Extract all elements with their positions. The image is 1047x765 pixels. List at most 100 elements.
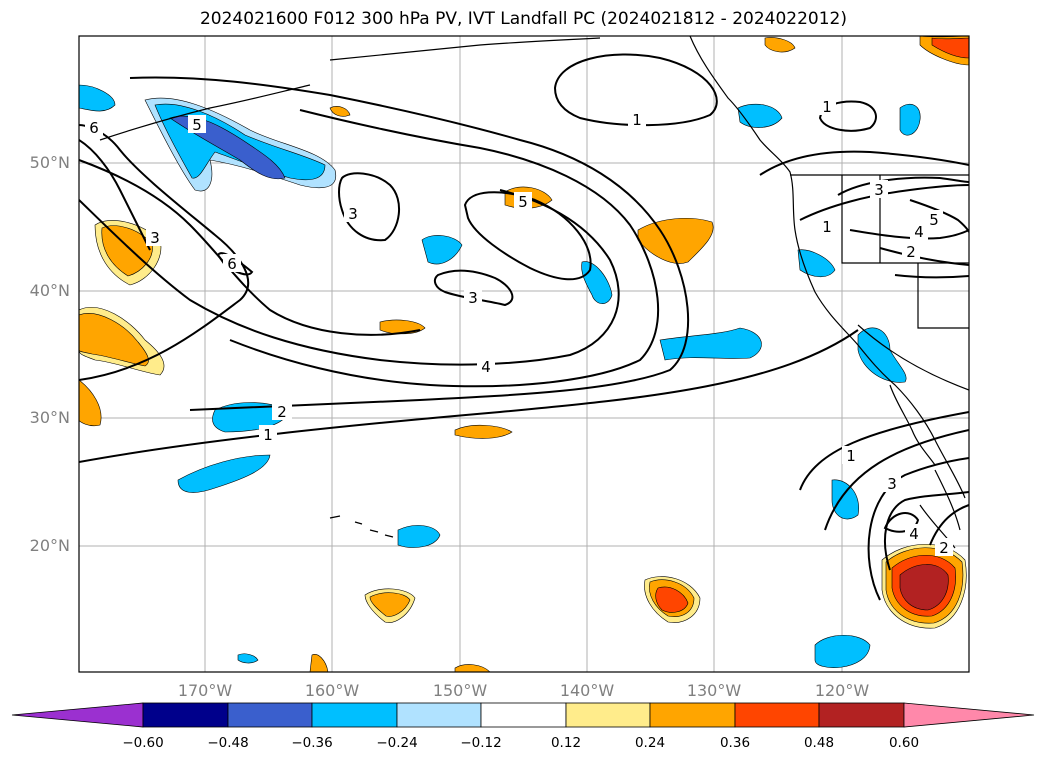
contour-se-inner (883, 512, 920, 533)
contour-main-1 (79, 124, 250, 381)
contour-se-5 (929, 504, 969, 546)
pv-anomaly-neg-12 (814, 635, 871, 668)
contour-east-2 (799, 184, 969, 221)
contour-3-center (433, 269, 514, 307)
contour-se-1 (799, 411, 969, 491)
pv-anomaly-neg-5 (177, 454, 271, 493)
pv-anomaly-neg-1 (421, 235, 463, 265)
contour-east-4 (849, 229, 969, 240)
contour-1-north (553, 53, 718, 127)
colorbar-segment (142, 702, 229, 728)
pv-anomaly-neg-west-edge (79, 84, 116, 112)
contour-label: 4 (909, 525, 919, 543)
north-america-coastline (689, 36, 966, 499)
pv-anomaly-pos-2-core (79, 313, 149, 367)
contour-label: 6 (89, 119, 99, 137)
pv-anomaly-pos-8-core (369, 592, 411, 617)
contour-main-4 (79, 189, 620, 366)
lon-label-120w: 120°W (814, 681, 870, 700)
contour-label: 4 (914, 223, 924, 241)
pv-anomaly-pos-7 (454, 424, 513, 439)
contour-label: 2 (939, 539, 949, 557)
contour-5-loop (463, 191, 592, 281)
contour-label: 5 (929, 211, 939, 229)
pv-anomaly-neg-6 (397, 525, 441, 548)
contour-label: 5 (192, 116, 202, 134)
pv-positive-shading (79, 36, 969, 672)
contour-label: 1 (822, 98, 832, 116)
contour-label: 2 (277, 403, 287, 421)
colorbar-tick-label: −0.48 (207, 735, 249, 751)
contour-1-south (79, 329, 859, 463)
contour-east-3 (837, 176, 969, 196)
colorbar-tick-label: −0.24 (376, 735, 418, 751)
colorbar-tick-label: −0.36 (291, 735, 333, 751)
contour-3-inner (338, 172, 401, 242)
lat-label-20n: 20°N (29, 536, 70, 555)
mexico-coast (919, 469, 961, 549)
pv-anomaly-pos-6 (379, 319, 426, 335)
contour-west-1 (79, 139, 151, 251)
colorbar-tick-label: −0.12 (460, 735, 502, 751)
pv-anomaly-neg-8 (899, 104, 921, 136)
contour-main-5 (79, 159, 421, 336)
colorbar-tick-label: 0.48 (803, 735, 835, 751)
alaska-coast (329, 37, 601, 61)
lon-label-150w: 150°W (432, 681, 488, 700)
map-frame (78, 35, 970, 673)
contour-label: 3 (874, 181, 884, 199)
colorbar-extend-min (11, 702, 144, 728)
colorbar-segment (565, 702, 651, 728)
pv-anomaly-neg-13 (237, 653, 259, 664)
pv-negative-shading (79, 84, 921, 668)
pv-anomaly-pos-12 (764, 37, 796, 53)
contour-label: 3 (468, 289, 478, 307)
lon-label-130w: 130°W (686, 681, 742, 700)
contour-label: 1 (632, 111, 642, 129)
ivt-contours (79, 53, 969, 601)
hawaii-islands (329, 515, 394, 538)
contour-label: 3 (150, 229, 160, 247)
pv-anomaly-neg-10 (857, 327, 907, 383)
contour-se-2 (824, 429, 969, 531)
contour-label: 3 (348, 205, 358, 223)
contour-se-4 (884, 491, 969, 571)
lon-label-160w: 160°W (304, 681, 360, 700)
colorbar-segment (311, 702, 398, 728)
colorbar-tick-label: 0.36 (719, 735, 751, 751)
contour-main-2 (129, 76, 690, 411)
lon-label-170w: 170°W (177, 681, 233, 700)
colorbar (11, 702, 1035, 728)
lat-label-40n: 40°N (29, 281, 70, 300)
pv-anomaly-neg-2 (581, 261, 613, 304)
contour-label: 1 (822, 218, 832, 236)
baja-california (889, 384, 936, 466)
contour-label: 1 (846, 447, 856, 465)
pv-anomaly-neg-3 (659, 327, 762, 361)
pv-anomaly-pos-9-strong (655, 586, 689, 613)
colorbar-tick-label: 0.60 (888, 735, 920, 751)
pv-anomaly-pos-11-strong (931, 37, 969, 59)
contour-east-5 (879, 247, 969, 266)
colorbar-extend-max (903, 702, 1035, 728)
contour-east-1 (759, 150, 969, 176)
coastlines (99, 36, 969, 549)
contour-label: 2 (906, 243, 916, 261)
colorbar-tick-label: −0.60 (122, 735, 164, 751)
colorbar-tick-label: 0.12 (550, 735, 582, 751)
pv-anomaly-neg-11 (831, 479, 859, 520)
contour-label: 3 (887, 475, 897, 493)
pv-anomaly-pos-14 (454, 664, 491, 672)
colorbar-segment (480, 702, 567, 728)
aleutian-islands (99, 84, 311, 141)
pv-anomaly-pos-13 (309, 654, 329, 672)
colorbar-segment (818, 702, 905, 728)
colorbar-segment (734, 702, 820, 728)
contour-main-3 (229, 109, 660, 388)
contour-label: 6 (227, 255, 237, 273)
contour-label: 4 (481, 358, 491, 376)
lat-label-30n: 30°N (29, 408, 70, 427)
colorbar-tick-label: 0.24 (634, 735, 666, 751)
colorbar-segment (227, 702, 313, 728)
map-title: 2024021600 F012 300 hPa PV, IVT Landfall… (199, 9, 847, 29)
